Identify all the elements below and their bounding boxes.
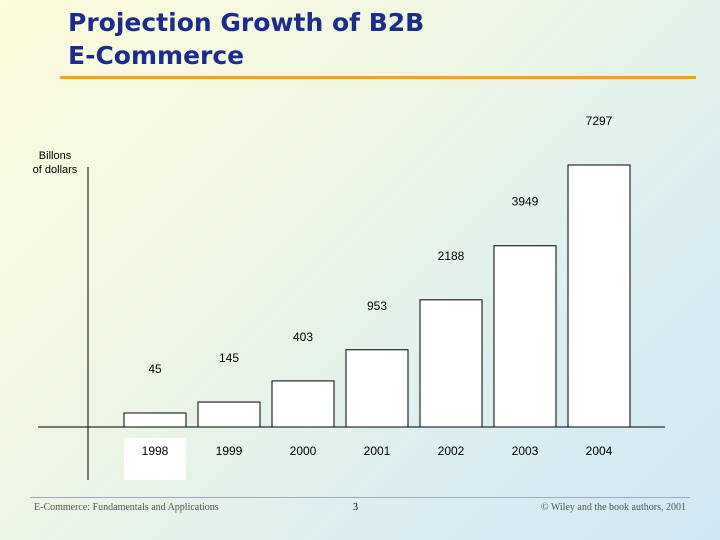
slide-title: Projection Growth of B2B E-Commerce xyxy=(68,6,424,72)
value-label-2002: 2188 xyxy=(438,249,465,263)
footer-divider xyxy=(30,497,690,498)
title-underline xyxy=(60,76,696,79)
title-line-2: E-Commerce xyxy=(68,41,245,70)
bar-2001 xyxy=(345,349,409,428)
bar-1999 xyxy=(197,401,261,428)
value-label-2000: 403 xyxy=(293,330,313,344)
year-label-highlight xyxy=(124,438,186,480)
value-label-2001: 953 xyxy=(367,299,387,313)
bar-2002 xyxy=(419,299,483,428)
bar-2004 xyxy=(567,164,631,428)
category-label-2003: 2003 xyxy=(512,444,539,458)
bar-2000 xyxy=(271,380,335,428)
category-label-2001: 2001 xyxy=(364,444,391,458)
footer-book-title: E-Commerce: Fundamentals and Application… xyxy=(34,502,219,513)
y-axis-label-line-2: of dollars xyxy=(33,164,78,176)
value-label-1999: 145 xyxy=(219,351,239,365)
value-label-2004: 7297 xyxy=(586,114,613,128)
value-label-1998: 45 xyxy=(148,362,162,376)
bar-2003 xyxy=(493,245,557,428)
footer-copyright: © Wiley and the book authors, 2001 xyxy=(540,502,686,513)
category-label-1998: 1998 xyxy=(142,444,169,458)
category-label-2000: 2000 xyxy=(290,444,317,458)
title-line-1: Projection Growth of B2B xyxy=(68,8,425,37)
bar-1998 xyxy=(123,412,187,428)
category-label-2002: 2002 xyxy=(438,444,465,458)
page-number: 3 xyxy=(353,502,358,513)
category-label-1999: 1999 xyxy=(216,444,243,458)
bar-group: 45 1998 145 1999 403 2000 953 2001 2188 2002 3949 2… xyxy=(123,114,631,458)
category-label-2004: 2004 xyxy=(586,444,613,458)
value-label-2003: 3949 xyxy=(512,195,539,209)
y-axis-label-line-1: Billons xyxy=(39,150,72,162)
